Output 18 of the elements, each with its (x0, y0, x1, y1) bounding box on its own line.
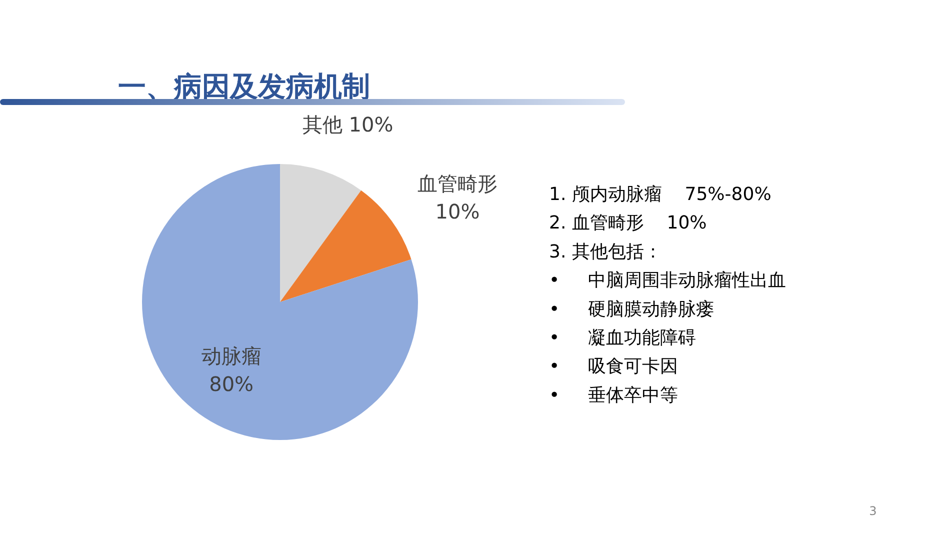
text: • 垂体卒中等 (549, 384, 678, 406)
pie-slice (142, 164, 418, 440)
data-label: 80% (209, 372, 254, 396)
slice-label: 动脉瘤 (201, 344, 262, 368)
text: 2. 血管畸形 10% (549, 212, 707, 234)
text: • 吸食可卡因 (549, 356, 678, 378)
pie-slice (280, 190, 412, 302)
text: 3. 其他包括： (549, 241, 662, 262)
text: 3 (869, 504, 877, 518)
slice-label: 血管畸形 (418, 172, 498, 196)
text: 1. 颅内动脉瘤 75%-80% (549, 184, 772, 205)
text: • 中脑周围非动脉瘤性出血 (549, 270, 786, 292)
slice-label: 其他 (302, 112, 342, 136)
text: • 硬脑膜动静脉瘘 (549, 298, 714, 320)
pie-slice (280, 164, 362, 302)
data-label: 10% (348, 112, 394, 136)
text: • 凝血功能障碍 (549, 328, 696, 348)
data-label: 10% (435, 200, 480, 224)
